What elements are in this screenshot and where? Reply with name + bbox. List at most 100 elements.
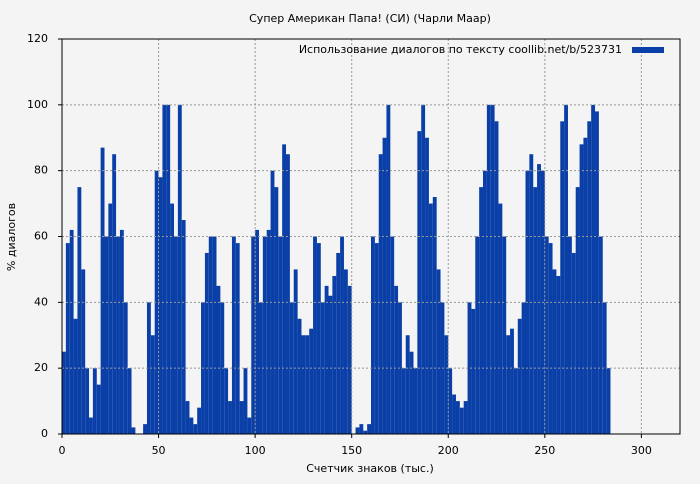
bar — [560, 121, 565, 435]
bar — [274, 187, 279, 434]
bar — [444, 335, 449, 434]
bar — [417, 131, 422, 434]
bar — [77, 187, 82, 434]
bar — [127, 368, 132, 434]
bar — [301, 335, 306, 434]
x-tick-label: 50 — [152, 444, 166, 457]
bar — [486, 104, 491, 434]
y-axis-label: % диалогов — [5, 203, 18, 271]
bar — [606, 368, 611, 434]
bar — [548, 243, 553, 434]
bar — [394, 285, 399, 434]
bar — [498, 203, 503, 434]
bar — [92, 368, 97, 434]
bar — [475, 236, 480, 434]
bar — [544, 236, 549, 434]
bar — [564, 104, 568, 434]
bar — [533, 187, 538, 434]
bar — [506, 335, 511, 434]
bar — [228, 401, 232, 434]
bar — [567, 236, 572, 434]
x-tick-label: 150 — [341, 444, 362, 457]
y-tick-label: 20 — [34, 361, 48, 374]
x-tick-label: 250 — [534, 444, 555, 457]
bar — [174, 236, 178, 434]
bar — [428, 203, 433, 434]
bar — [517, 318, 522, 434]
bar — [81, 269, 86, 434]
bar — [119, 229, 124, 434]
bar — [162, 104, 167, 434]
bar — [483, 170, 487, 434]
bar — [255, 229, 259, 434]
bar — [258, 302, 263, 434]
y-tick-label: 0 — [41, 427, 48, 440]
bar — [510, 328, 514, 434]
bar — [413, 368, 418, 434]
bar — [494, 121, 499, 435]
bar — [185, 401, 190, 434]
x-tick-label: 0 — [59, 444, 66, 457]
bar — [104, 236, 109, 434]
bar — [65, 243, 70, 434]
bar — [529, 154, 534, 435]
bar — [177, 104, 182, 434]
bar — [367, 424, 371, 434]
bar — [62, 351, 66, 434]
bar — [146, 302, 151, 434]
bar — [452, 394, 456, 434]
bar — [193, 424, 198, 434]
bar — [575, 187, 580, 434]
x-tick-label: 100 — [245, 444, 266, 457]
bar — [409, 351, 414, 434]
bar — [316, 243, 321, 434]
bar — [286, 154, 290, 435]
bar — [390, 236, 395, 434]
chart-title: Супер Американ Папа! (СИ) (Чарли Маар) — [249, 12, 491, 25]
bar — [332, 276, 337, 434]
legend-swatch — [632, 47, 664, 53]
bar — [224, 368, 229, 434]
bar — [197, 407, 202, 434]
bar — [436, 269, 441, 434]
bar — [251, 236, 256, 434]
bar — [490, 104, 495, 434]
bar — [552, 269, 557, 434]
bar — [189, 417, 194, 434]
bar — [216, 285, 221, 434]
bar — [347, 285, 352, 434]
bar — [598, 236, 603, 434]
bar — [602, 302, 607, 434]
bar — [116, 236, 120, 434]
x-axis-label: Счетчик знаков (тыс.) — [306, 462, 434, 475]
bar — [150, 335, 155, 434]
bar — [405, 335, 410, 434]
bar — [143, 424, 147, 434]
bar — [313, 236, 317, 434]
bar — [69, 229, 74, 434]
bar — [166, 104, 171, 434]
bar — [243, 368, 248, 434]
bar — [278, 236, 283, 434]
bar — [371, 236, 375, 434]
bar — [355, 427, 360, 434]
plot-frame — [61, 38, 681, 435]
bar — [378, 154, 383, 435]
x-tick-label: 200 — [438, 444, 459, 457]
bar — [112, 154, 117, 435]
bar — [235, 243, 240, 434]
bar — [89, 417, 93, 434]
bar — [432, 197, 437, 434]
bar — [471, 308, 476, 434]
bar — [455, 401, 460, 434]
bar — [123, 302, 128, 434]
bar — [328, 295, 333, 434]
bar — [386, 104, 391, 434]
bar — [374, 243, 379, 434]
bar — [382, 137, 387, 434]
bar — [309, 328, 314, 434]
bar — [293, 269, 298, 434]
bar — [212, 236, 217, 434]
bar — [108, 203, 113, 434]
bar — [579, 144, 584, 435]
